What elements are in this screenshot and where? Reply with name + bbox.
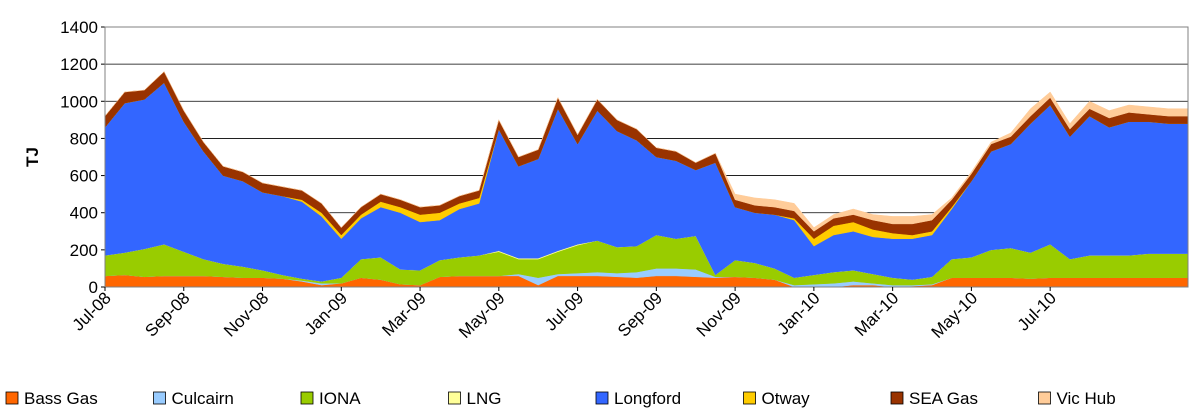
x-tick-label: Nov-08 bbox=[220, 288, 272, 340]
legend-label: LNG bbox=[467, 389, 502, 408]
legend-label: SEA Gas bbox=[909, 389, 978, 408]
legend-swatch bbox=[890, 391, 904, 405]
legend-label: Longford bbox=[614, 389, 681, 408]
x-tick-label: Jul-10 bbox=[1014, 288, 1060, 334]
legend-swatch bbox=[448, 391, 461, 405]
legend-swatch bbox=[153, 391, 166, 405]
x-tick-label: Jul-09 bbox=[541, 288, 587, 334]
legend-label: Bass Gas bbox=[24, 389, 98, 408]
x-tick-label: Jan-10 bbox=[774, 288, 824, 338]
y-tick-label: 1000 bbox=[60, 92, 98, 111]
y-tick-label: 200 bbox=[70, 241, 98, 260]
legend-label: Vic Hub bbox=[1057, 389, 1116, 408]
legend-swatch bbox=[1038, 391, 1051, 405]
y-tick-label: 0 bbox=[89, 278, 98, 297]
y-tick-label: 800 bbox=[70, 129, 98, 148]
x-tick-label: Mar-10 bbox=[851, 288, 903, 340]
y-axis-label: TJ bbox=[23, 147, 42, 167]
legend-swatch bbox=[5, 391, 19, 405]
plot-border bbox=[104, 26, 1189, 288]
x-tick-label: May-09 bbox=[455, 288, 509, 342]
legend-swatch bbox=[595, 391, 609, 405]
x-tick-label: Mar-09 bbox=[378, 288, 430, 340]
x-tick-label: May-10 bbox=[928, 288, 982, 342]
legend-label: Otway bbox=[762, 389, 811, 408]
legend-swatch bbox=[743, 391, 756, 405]
legend-label: IONA bbox=[319, 389, 361, 408]
x-tick-label: Sep-08 bbox=[141, 288, 193, 340]
y-tick-label: 400 bbox=[70, 204, 98, 223]
legend-swatch bbox=[300, 391, 314, 405]
y-tick-label: 1400 bbox=[60, 18, 98, 37]
legend-label: Culcairn bbox=[172, 389, 234, 408]
x-tick-label: Nov-09 bbox=[693, 288, 745, 340]
x-tick-label: Sep-09 bbox=[614, 288, 666, 340]
y-tick-label: 600 bbox=[70, 167, 98, 186]
y-tick-label: 1200 bbox=[60, 55, 98, 74]
x-tick-label: Jan-09 bbox=[301, 288, 351, 338]
